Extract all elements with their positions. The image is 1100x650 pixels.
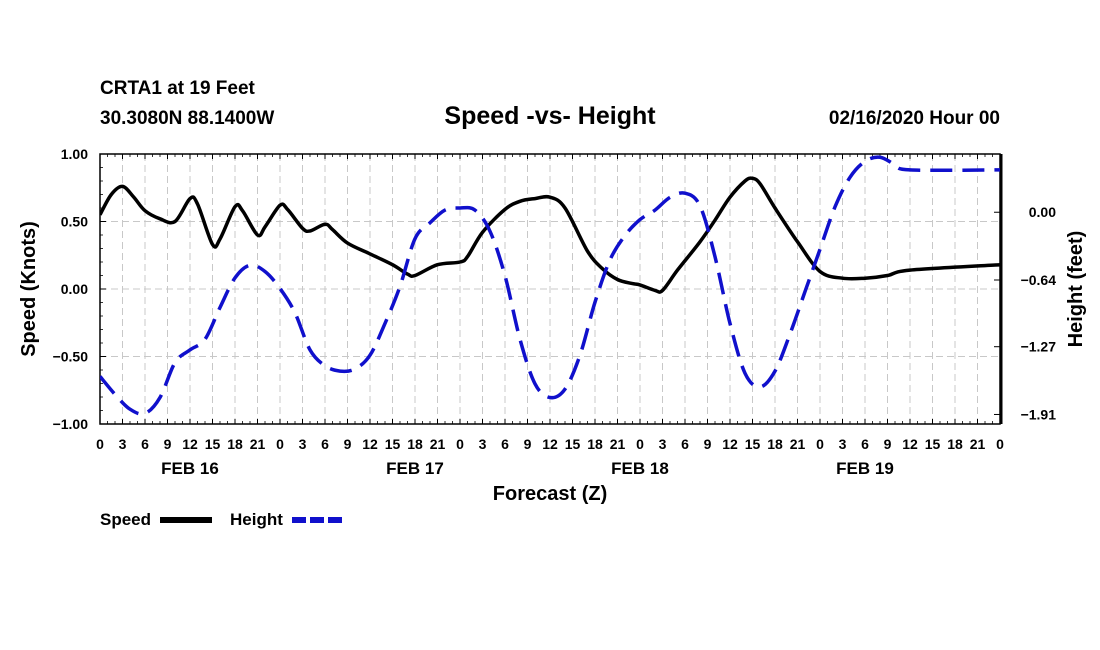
y-left-tick-label: −1.00 <box>53 416 89 432</box>
date-label: FEB 17 <box>386 459 444 478</box>
x-tick-label: 15 <box>745 436 761 452</box>
x-tick-label: 12 <box>542 436 558 452</box>
plot-frame <box>99 153 1001 425</box>
x-tick-label: 9 <box>344 436 352 452</box>
x-tick-label: 21 <box>790 436 806 452</box>
x-tick-label: 12 <box>902 436 918 452</box>
date-label: FEB 19 <box>836 459 894 478</box>
x-tick-label: 18 <box>767 436 783 452</box>
x-tick-label: 0 <box>636 436 644 452</box>
x-tick-label: 15 <box>925 436 941 452</box>
x-axis-title: Forecast (Z) <box>493 483 607 505</box>
x-tick-label: 21 <box>430 436 446 452</box>
y-right-axis-title: Height (feet) <box>1065 231 1087 348</box>
y-left-tick-label: 1.00 <box>61 146 88 162</box>
x-tick-label: 15 <box>205 436 221 452</box>
y-right-tick-label: −0.64 <box>1021 272 1057 288</box>
y-right-tick-label: −1.27 <box>1021 339 1057 355</box>
y-right-tick-label: 0.00 <box>1029 204 1056 220</box>
y-right-tick-label: −1.91 <box>1021 406 1057 422</box>
date-label: FEB 16 <box>161 459 219 478</box>
x-tick-label: 9 <box>524 436 532 452</box>
grid <box>100 154 1000 424</box>
x-tick-label: 3 <box>299 436 307 452</box>
x-tick-label: 6 <box>321 436 329 452</box>
x-tick-label: 3 <box>659 436 667 452</box>
legend-height-label: Height <box>230 510 283 529</box>
x-tick-label: 0 <box>816 436 824 452</box>
x-tick-label: 6 <box>141 436 149 452</box>
x-tick-label: 21 <box>970 436 986 452</box>
x-tick-label: 18 <box>587 436 603 452</box>
coordinates-label: 30.3080N 88.1400W <box>100 108 274 129</box>
x-tick-label: 9 <box>164 436 172 452</box>
x-tick-label: 18 <box>407 436 423 452</box>
x-tick-label: 9 <box>884 436 892 452</box>
height-series-line <box>100 155 1000 416</box>
y-left-tick-label: 0.50 <box>61 214 88 230</box>
x-tick-label: 12 <box>182 436 198 452</box>
issued-label: 02/16/2020 Hour 00 <box>829 108 1000 129</box>
chart-title: Speed -vs- Height <box>444 102 656 130</box>
x-tick-label: 0 <box>456 436 464 452</box>
x-tick-label: 15 <box>385 436 401 452</box>
x-tick-label: 21 <box>250 436 266 452</box>
x-tick-label: 3 <box>479 436 487 452</box>
date-label: FEB 18 <box>611 459 669 478</box>
x-tick-label: 12 <box>722 436 738 452</box>
x-tick-label: 3 <box>119 436 127 452</box>
x-tick-label: 6 <box>861 436 869 452</box>
speed-series-line <box>100 176 1000 294</box>
x-tick-label: 18 <box>227 436 243 452</box>
x-tick-label: 3 <box>839 436 847 452</box>
station-label: CRTA1 at 19 Feet <box>100 78 256 99</box>
x-tick-label: 15 <box>565 436 581 452</box>
x-tick-label: 0 <box>996 436 1004 452</box>
series-lines <box>100 155 1000 416</box>
x-tick-label: 12 <box>362 436 378 452</box>
x-tick-label: 6 <box>501 436 509 452</box>
x-tick-label: 0 <box>96 436 104 452</box>
axis-labels: 0 3 6 9 12 15 18 21 0 3 6 9 12 15 18 21 0 3 6 9 12 15 18 21 0 3 6 9… <box>53 146 1057 478</box>
x-tick-label: 0 <box>276 436 284 452</box>
x-tick-label: 21 <box>610 436 626 452</box>
legend-speed-label: Speed <box>100 510 151 529</box>
y-left-axis-title: Speed (Knots) <box>18 221 40 357</box>
x-tick-label: 9 <box>704 436 712 452</box>
y-left-tick-label: −0.50 <box>53 349 89 365</box>
x-tick-label: 6 <box>681 436 689 452</box>
legend: Speed Height <box>100 510 342 529</box>
y-left-tick-label: 0.00 <box>61 281 88 297</box>
x-tick-label: 18 <box>947 436 963 452</box>
